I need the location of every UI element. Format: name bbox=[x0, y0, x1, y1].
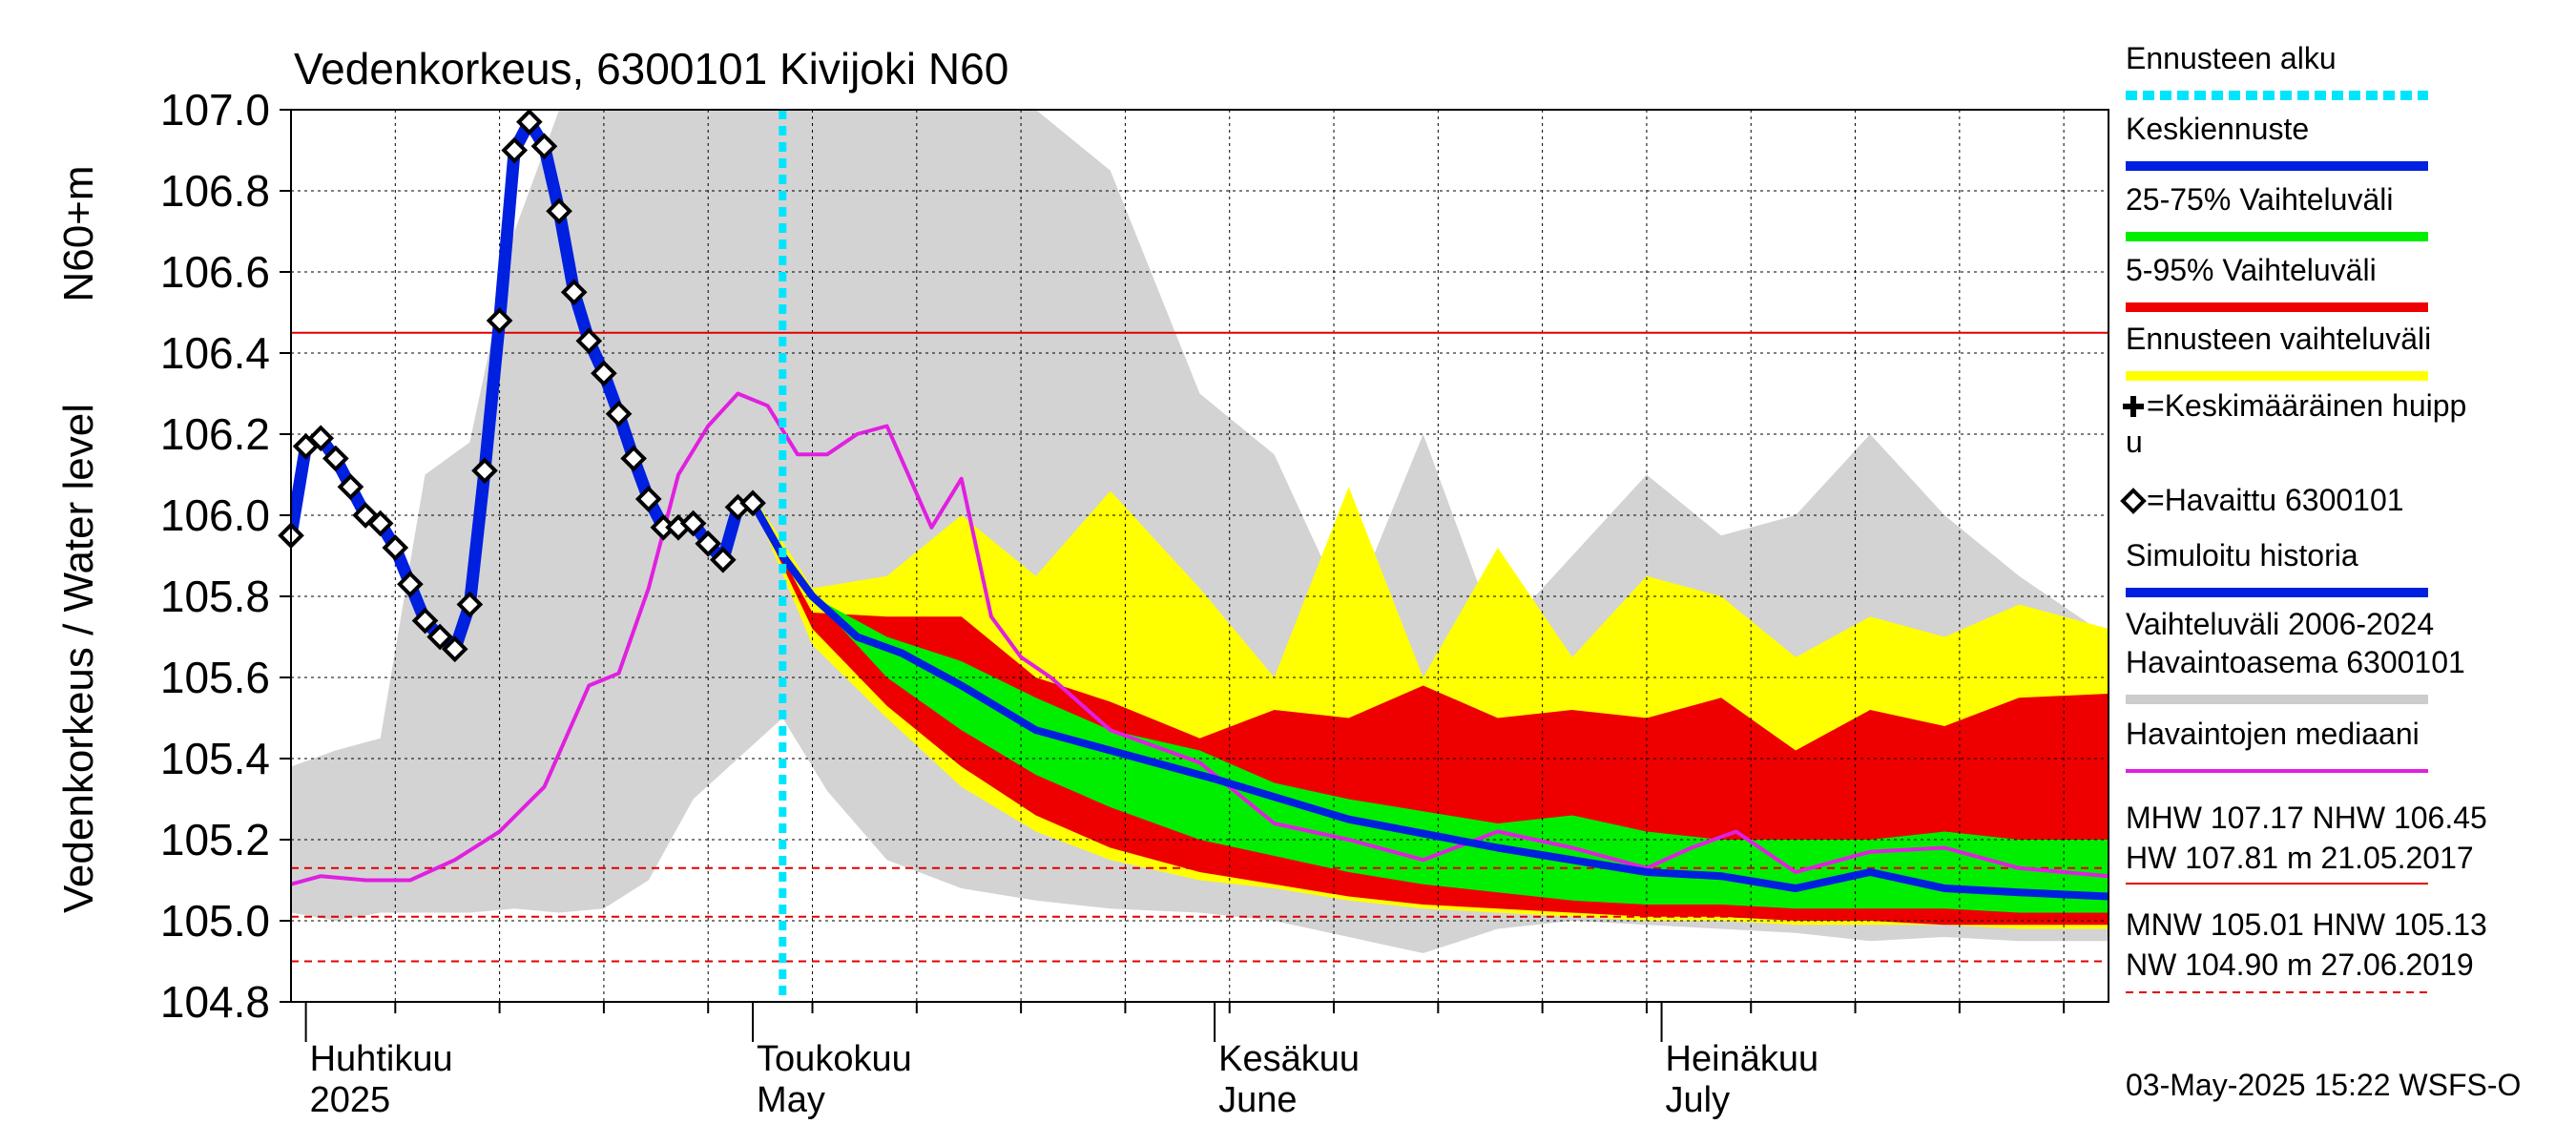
x-month-label: Kesäkuu bbox=[1218, 1039, 1360, 1079]
observed-point bbox=[322, 445, 349, 472]
observed-point bbox=[397, 571, 424, 598]
y-tick-label: 107.0 bbox=[160, 85, 270, 135]
legend-label: Ennusteen alku bbox=[2126, 41, 2337, 75]
observed-point bbox=[605, 400, 633, 427]
observed-point bbox=[352, 502, 379, 529]
observed-point bbox=[695, 530, 722, 557]
footer-timestamp: 03-May-2025 15:22 WSFS-O bbox=[2126, 1068, 2521, 1102]
observed-point bbox=[382, 534, 409, 561]
legend-label: Ennusteen vaihteluväli bbox=[2126, 322, 2431, 356]
y-tick-label: 105.8 bbox=[160, 572, 270, 621]
observed-point bbox=[486, 307, 513, 334]
observed-point bbox=[575, 327, 603, 355]
band-red bbox=[753, 503, 2109, 926]
observed-point bbox=[501, 136, 529, 164]
legend-label: Keskiennuste bbox=[2126, 112, 2309, 146]
observed-point bbox=[411, 607, 439, 635]
y-tick-label: 106.8 bbox=[160, 166, 270, 216]
chart-title: Vedenkorkeus, 6300101 Kivijoki N60 bbox=[294, 44, 1008, 94]
y-axis-label-unit: N60+m bbox=[55, 165, 102, 302]
legend: Ennusteen alku Keskiennuste 25-75% Vaihtel… bbox=[2120, 41, 2466, 773]
legend-label-cont: Havaintoasema 6300101 bbox=[2126, 645, 2465, 679]
legend-label: Simuloitu historia bbox=[2126, 538, 2358, 572]
observed-markers bbox=[278, 108, 766, 663]
y-tick-label: 106.4 bbox=[160, 328, 270, 378]
stats-line: HW 107.81 m 21.05.2017 bbox=[2126, 841, 2474, 875]
legend-label: Havaintojen mediaani bbox=[2126, 717, 2420, 751]
y-axis-label-main: Vedenkorkeus / Water level bbox=[55, 404, 102, 913]
y-tick-label: 105.0 bbox=[160, 896, 270, 946]
x-month-sublabel: July bbox=[1666, 1080, 1731, 1120]
legend-label: =Keskimääräinen huipp bbox=[2147, 388, 2466, 423]
legend-plus-icon bbox=[2123, 396, 2144, 417]
observed-median-line bbox=[291, 391, 2109, 886]
observed-point bbox=[456, 591, 484, 618]
observed-point bbox=[560, 279, 588, 306]
y-tick-label: 105.2 bbox=[160, 815, 270, 864]
y-tick-label: 106.0 bbox=[160, 490, 270, 540]
stats-line: NW 104.90 m 27.06.2019 bbox=[2126, 947, 2474, 982]
observed-point bbox=[709, 546, 737, 573]
observed-point bbox=[366, 510, 394, 537]
y-axis-ticks: 104.8 105.0 105.2 105.4 105.6 105.8 106.0 106.2… bbox=[160, 85, 291, 1027]
x-month-label: Toukokuu bbox=[757, 1039, 912, 1079]
observed-point bbox=[337, 473, 364, 501]
observed-point bbox=[426, 623, 453, 651]
stats-line: MNW 105.01 HNW 105.13 bbox=[2126, 907, 2487, 942]
observed-point bbox=[620, 445, 647, 472]
range-bands bbox=[291, 110, 2109, 953]
observed-point bbox=[516, 108, 543, 135]
observed-point bbox=[471, 457, 498, 485]
legend-label: Vaihteluväli 2006-2024 bbox=[2126, 607, 2434, 641]
forecast-median-line bbox=[749, 499, 2109, 901]
y-axis-label: Vedenkorkeus / Water level N60+m bbox=[55, 165, 102, 913]
stats-block: MHW 107.17 NHW 106.45 HW 107.81 m 21.05.2… bbox=[2126, 801, 2487, 993]
legend-diamond-icon bbox=[2120, 488, 2147, 514]
y-tick-label: 106.2 bbox=[160, 409, 270, 459]
observed-point bbox=[307, 425, 335, 452]
y-tick-label: 105.6 bbox=[160, 653, 270, 702]
x-month-sublabel: 2025 bbox=[310, 1080, 391, 1120]
observed-point bbox=[679, 510, 707, 537]
x-month-sublabel: May bbox=[757, 1080, 825, 1120]
observed-point bbox=[739, 489, 766, 517]
legend-label-cont: u bbox=[2126, 425, 2143, 459]
y-tick-label: 105.4 bbox=[160, 734, 270, 783]
legend-label: 25-75% Vaihteluväli bbox=[2126, 182, 2393, 217]
x-month-label: Heinäkuu bbox=[1666, 1039, 1819, 1079]
observed-point bbox=[634, 486, 662, 512]
observed-point bbox=[591, 360, 617, 387]
band-green bbox=[753, 503, 2109, 913]
x-month-sublabel: June bbox=[1218, 1080, 1297, 1120]
y-tick-label: 104.8 bbox=[160, 977, 270, 1027]
plot-frame bbox=[290, 109, 2109, 1003]
observed-point bbox=[530, 133, 558, 160]
legend-label: =Havaittu 6300101 bbox=[2147, 483, 2404, 517]
observed-point bbox=[546, 198, 572, 225]
observed-point bbox=[441, 635, 468, 663]
legend-label: 5-95% Vaihteluväli bbox=[2126, 253, 2377, 287]
stats-line: MHW 107.17 NHW 106.45 bbox=[2126, 801, 2487, 835]
y-tick-label: 106.6 bbox=[160, 247, 270, 297]
x-month-label: Huhtikuu bbox=[310, 1039, 453, 1079]
